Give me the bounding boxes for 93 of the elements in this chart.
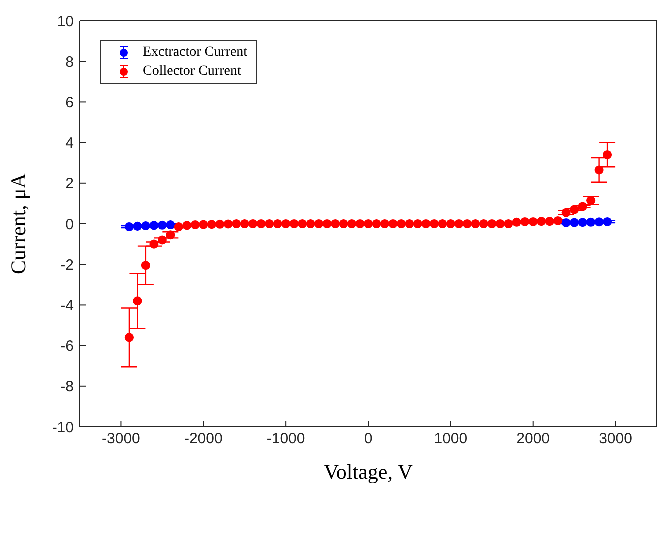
point	[586, 218, 596, 227]
point	[314, 219, 324, 229]
point	[158, 220, 167, 230]
point	[512, 218, 522, 227]
x-tick-label: 3000	[599, 430, 632, 448]
point	[570, 218, 580, 228]
point	[141, 222, 150, 231]
point	[496, 219, 505, 229]
point	[158, 236, 167, 245]
point	[570, 205, 580, 214]
point	[216, 220, 225, 229]
y-tick-label: -2	[60, 256, 74, 274]
point	[182, 221, 192, 230]
point	[256, 219, 266, 229]
point	[364, 219, 374, 229]
point	[150, 221, 159, 230]
point	[224, 220, 233, 229]
point	[124, 333, 134, 342]
point	[133, 222, 142, 231]
point	[199, 220, 208, 230]
point	[545, 217, 554, 226]
y-tick-label: 10	[57, 13, 74, 30]
point	[339, 219, 348, 229]
point	[603, 217, 612, 226]
point	[372, 219, 382, 229]
point	[488, 219, 497, 229]
point	[413, 219, 422, 229]
point	[504, 219, 514, 229]
point	[207, 220, 216, 230]
x-tick-label: -3000	[102, 430, 140, 448]
y-axis-title: Current, μA	[6, 172, 30, 275]
point	[232, 219, 242, 229]
point	[454, 219, 464, 229]
x-tick-label: 2000	[516, 430, 550, 448]
point	[174, 222, 184, 232]
point	[348, 219, 357, 229]
legend-label: Exctractor Current	[143, 44, 248, 60]
point	[586, 196, 596, 206]
point	[422, 219, 431, 229]
x-axis-title: Voltage, V	[324, 460, 414, 484]
point	[248, 219, 258, 229]
x-tick-label: -1000	[266, 430, 306, 448]
point	[471, 219, 480, 229]
point	[446, 219, 456, 229]
point	[603, 150, 612, 160]
point	[380, 219, 390, 229]
point	[273, 219, 282, 229]
x-tick-label: -2000	[184, 430, 223, 448]
point	[554, 216, 563, 226]
point	[190, 220, 200, 230]
point	[282, 219, 291, 229]
point	[290, 219, 299, 229]
point	[438, 219, 448, 229]
y-tick-label: 2	[66, 176, 74, 193]
point	[166, 230, 176, 240]
point	[578, 202, 588, 212]
point	[462, 219, 472, 229]
point	[396, 219, 406, 229]
point	[141, 261, 150, 270]
point	[240, 219, 250, 229]
point	[430, 219, 439, 229]
point	[306, 219, 316, 229]
point	[322, 219, 332, 229]
x-tick-label: 1000	[434, 430, 468, 448]
y-tick-label: 6	[66, 94, 74, 112]
point	[528, 217, 538, 226]
point	[520, 217, 530, 226]
point	[405, 219, 414, 229]
point	[578, 218, 588, 228]
point	[166, 220, 176, 230]
point	[265, 219, 274, 229]
point	[594, 166, 604, 175]
point	[594, 218, 604, 227]
y-tick-label: -6	[60, 338, 74, 356]
legend-label: Collector Current	[143, 64, 242, 80]
point	[479, 219, 488, 229]
point	[356, 219, 365, 229]
y-tick-label: 8	[66, 54, 74, 71]
point	[298, 219, 308, 229]
point	[562, 208, 571, 218]
point	[388, 219, 398, 229]
x-tick-label: 0	[364, 430, 373, 448]
point	[133, 296, 142, 306]
y-tick-label: -4	[60, 298, 74, 315]
point	[331, 219, 340, 229]
y-tick-label: 0	[66, 216, 74, 234]
y-tick-label: 4	[66, 135, 74, 152]
point	[537, 217, 546, 226]
y-tick-label: -8	[60, 378, 74, 396]
point	[562, 218, 571, 228]
point	[124, 222, 134, 232]
point	[150, 240, 159, 249]
y-tick-label: -10	[52, 419, 74, 436]
